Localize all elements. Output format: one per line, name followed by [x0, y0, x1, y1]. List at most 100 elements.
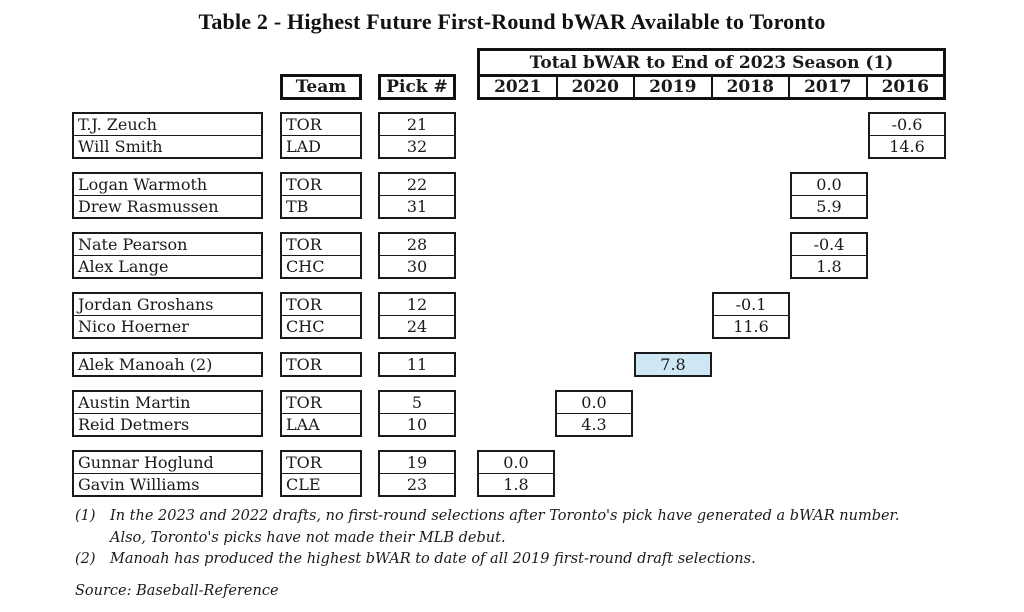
pick-number: 32 — [380, 135, 454, 157]
pick-number: 10 — [380, 413, 454, 435]
team-abbrev: TOR — [286, 294, 322, 314]
pick-box-zeuch-smith: 21 32 — [378, 112, 456, 159]
header-year-2020: 2020 — [555, 77, 634, 97]
pick-number: 28 — [406, 234, 428, 254]
pick-number: 21 — [406, 114, 428, 134]
player-name: Nico Hoerner — [74, 315, 261, 337]
pick-number: 11 — [406, 354, 428, 374]
header-year-2016: 2016 — [865, 77, 944, 97]
bwar-box-2018: -0.1 11.6 — [712, 292, 790, 339]
header-total-bwar-span: Total bWAR to End of 2023 Season (1) — [477, 48, 946, 74]
bwar-value: 14.6 — [870, 135, 944, 157]
team-box-hoglund-williams: TOR CLE — [280, 450, 362, 497]
team-abbrev: TOR — [286, 174, 322, 194]
name-box-groshans-hoerner: Jordan Groshans Nico Hoerner — [72, 292, 263, 339]
bwar-value: 4.3 — [557, 413, 631, 435]
header-pick-number: Pick # — [378, 74, 456, 100]
header-year-2021: 2021 — [494, 77, 542, 97]
player-name: T.J. Zeuch — [78, 114, 157, 134]
name-box-warmoth-rasmussen: Logan Warmoth Drew Rasmussen — [72, 172, 263, 219]
team-abbrev: LAA — [282, 413, 360, 435]
footnote-2: (2) Manoah has produced the highest bWAR… — [75, 551, 756, 567]
team-box-groshans-hoerner: TOR CHC — [280, 292, 362, 339]
player-name: Gunnar Hoglund — [78, 452, 214, 472]
bwar-value: -0.4 — [813, 234, 845, 254]
pick-number: 19 — [406, 452, 428, 472]
team-abbrev: CHC — [282, 315, 360, 337]
player-name: Alex Lange — [74, 255, 261, 277]
bwar-value: 0.0 — [503, 452, 529, 472]
pick-number: 22 — [406, 174, 428, 194]
footnote-2-marker: (2) — [75, 551, 96, 567]
player-name: Jordan Groshans — [78, 294, 214, 314]
header-year-2018: 2018 — [710, 77, 789, 97]
team-abbrev: TB — [282, 195, 360, 217]
pick-number: 24 — [380, 315, 454, 337]
bwar-value: -0.1 — [735, 294, 767, 314]
header-year-row: 2021 2020 2019 2018 2017 2016 — [477, 74, 946, 100]
bwar-value: 1.8 — [792, 255, 866, 277]
bwar-value: 0.0 — [581, 392, 607, 412]
player-name: Logan Warmoth — [78, 174, 208, 194]
player-name: Nate Pearson — [78, 234, 188, 254]
player-name: Gavin Williams — [74, 473, 261, 495]
pick-number: 12 — [406, 294, 428, 314]
footnote-1-marker: (1) — [75, 508, 96, 524]
player-name: Austin Martin — [78, 392, 191, 412]
source-attribution: Source: Baseball-Reference — [75, 583, 279, 599]
player-name: Alek Manoah (2) — [78, 354, 213, 374]
player-name: Reid Detmers — [74, 413, 261, 435]
bwar-value: 5.9 — [792, 195, 866, 217]
bwar-value: -0.6 — [891, 114, 923, 134]
pick-box-manoah: 11 — [378, 352, 456, 377]
team-box-warmoth-rasmussen: TOR TB — [280, 172, 362, 219]
bwar-box-2017-a: 0.0 5.9 — [790, 172, 868, 219]
pick-box-pearson-lange: 28 30 — [378, 232, 456, 279]
pick-box-martin-detmers: 5 10 — [378, 390, 456, 437]
header-year-2017: 2017 — [788, 77, 866, 97]
name-box-pearson-lange: Nate Pearson Alex Lange — [72, 232, 263, 279]
bwar-box-2016: -0.6 14.6 — [868, 112, 946, 159]
bwar-box-2021: 0.0 1.8 — [477, 450, 555, 497]
pick-number: 23 — [380, 473, 454, 495]
team-abbrev: LAD — [282, 135, 360, 157]
pick-box-groshans-hoerner: 12 24 — [378, 292, 456, 339]
header-total-bwar-label: Total bWAR to End of 2023 Season (1) — [529, 52, 894, 73]
team-box-zeuch-smith: TOR LAD — [280, 112, 362, 159]
bwar-box-2020: 0.0 4.3 — [555, 390, 633, 437]
pick-number: 31 — [380, 195, 454, 217]
bwar-box-2019-highlighted: 7.8 — [634, 352, 712, 377]
name-box-hoglund-williams: Gunnar Hoglund Gavin Williams — [72, 450, 263, 497]
header-year-2019: 2019 — [633, 77, 711, 97]
pick-box-warmoth-rasmussen: 22 31 — [378, 172, 456, 219]
pick-number: 30 — [380, 255, 454, 277]
player-name: Will Smith — [74, 135, 261, 157]
footnote-1-text: In the 2023 and 2022 drafts, no first-ro… — [110, 508, 900, 524]
team-abbrev: TOR — [286, 392, 322, 412]
team-abbrev: TOR — [286, 354, 322, 374]
header-team: Team — [280, 74, 362, 100]
team-abbrev: TOR — [286, 114, 322, 134]
bwar-value: 11.6 — [714, 315, 788, 337]
pick-box-hoglund-williams: 19 23 — [378, 450, 456, 497]
player-name: Drew Rasmussen — [74, 195, 261, 217]
page-title: Table 2 - Highest Future First-Round bWA… — [198, 9, 826, 34]
team-abbrev: CLE — [282, 473, 360, 495]
bwar-value: 0.0 — [816, 174, 842, 194]
team-box-martin-detmers: TOR LAA — [280, 390, 362, 437]
footnote-1: (1) In the 2023 and 2022 drafts, no firs… — [75, 508, 900, 524]
footnote-1-continuation: Also, Toronto's picks have not made thei… — [110, 530, 506, 546]
footnote-2-text: Manoah has produced the highest bWAR to … — [110, 551, 756, 567]
team-box-pearson-lange: TOR CHC — [280, 232, 362, 279]
team-abbrev: TOR — [286, 452, 322, 472]
team-box-manoah: TOR — [280, 352, 362, 377]
name-box-manoah: Alek Manoah (2) — [72, 352, 263, 377]
name-box-martin-detmers: Austin Martin Reid Detmers — [72, 390, 263, 437]
pick-number: 5 — [411, 392, 423, 412]
team-abbrev: TOR — [286, 234, 322, 254]
name-box-zeuch-smith: T.J. Zeuch Will Smith — [72, 112, 263, 159]
bwar-value-highlighted: 7.8 — [660, 354, 686, 374]
bwar-value: 1.8 — [479, 473, 553, 495]
team-abbrev: CHC — [282, 255, 360, 277]
